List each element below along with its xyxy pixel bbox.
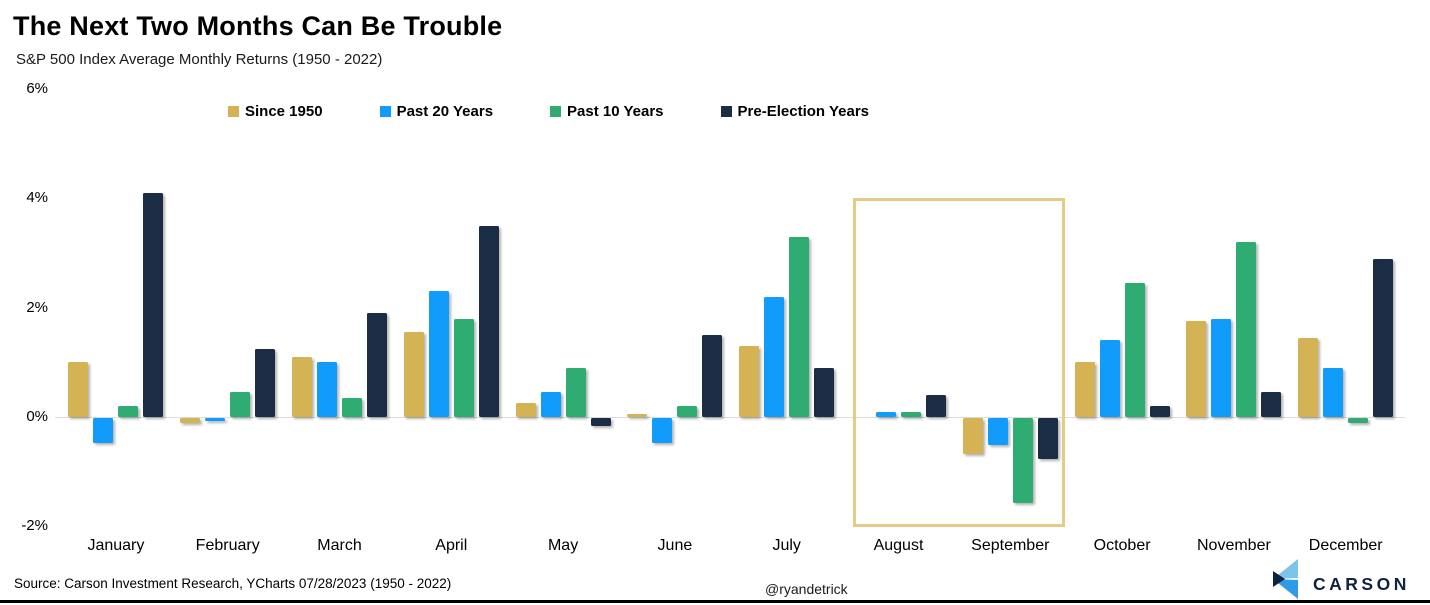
bottom-border (0, 600, 1430, 603)
bar-past-20-years (1211, 318, 1232, 417)
bar-pre-election-years (590, 418, 611, 427)
chart-subtitle: S&P 500 Index Average Monthly Returns (1… (16, 51, 383, 68)
bar-pre-election-years (814, 367, 835, 417)
bar-past-20-years (652, 418, 673, 443)
month-label: August (873, 537, 924, 554)
legend-swatch-past-20-years (379, 106, 391, 117)
bar-past-10-years (1012, 418, 1033, 503)
bar-pre-election-years (1261, 392, 1282, 417)
legend-item-pre-election-years: Pre-Election Years (720, 103, 869, 120)
highlight-box (852, 198, 1066, 527)
bar-past-10-years (901, 411, 921, 417)
bar-past-10-years (118, 406, 139, 417)
zero-gridline (55, 417, 1405, 418)
bar-since-1950 (180, 418, 201, 424)
y-axis-tick: 2% (26, 298, 48, 316)
bar-since-1950 (68, 362, 89, 417)
bar-past-20-years (93, 418, 114, 443)
bar-pre-election-years (478, 225, 499, 417)
bar-past-20-years (876, 411, 896, 417)
bar-since-1950 (1186, 321, 1207, 417)
bar-past-10-years (1236, 242, 1257, 417)
source-note: Source: Carson Investment Research, YCha… (14, 576, 452, 591)
bar-past-20-years (205, 418, 226, 421)
bar-pre-election-years (255, 348, 276, 417)
month-label: March (317, 537, 362, 554)
bar-past-20-years (317, 362, 337, 417)
month-label: December (1308, 537, 1383, 554)
legend-item-past-10-years: Past 10 Years (550, 103, 664, 120)
bar-pre-election-years (367, 313, 387, 417)
bar-past-20-years (987, 418, 1008, 446)
bar-pre-election-years (1149, 406, 1170, 417)
y-axis-tick: 6% (26, 80, 48, 98)
bar-since-1950 (1298, 337, 1319, 417)
bar-since-1950 (739, 345, 760, 417)
bar-since-1950 (515, 403, 536, 417)
bar-past-10-years (230, 392, 251, 417)
month-label: September (971, 537, 1050, 554)
bar-past-20-years (540, 392, 561, 417)
month-label: January (87, 537, 145, 554)
legend-swatch-since-1950 (228, 106, 239, 117)
twitter-handle: @ryandetrick (765, 581, 848, 597)
month-label: May (547, 537, 579, 554)
bar-since-1950 (627, 414, 648, 417)
bar-past-20-years (428, 291, 449, 417)
bar-pre-election-years (1373, 258, 1394, 417)
month-label: October (1093, 537, 1151, 554)
bar-since-1950 (1074, 362, 1095, 417)
month-label: February (195, 537, 260, 554)
bar-past-20-years (1323, 367, 1344, 417)
bar-since-1950 (292, 356, 312, 417)
legend-swatch-past-10-years (550, 106, 562, 117)
y-axis-tick: 4% (26, 189, 48, 207)
legend-item-past-20-years: Past 20 Years (379, 103, 494, 120)
bar-past-10-years (677, 406, 698, 417)
carson-logo-text: CARSON (1313, 573, 1410, 594)
bar-past-10-years (1348, 418, 1369, 424)
month-label: June (657, 537, 693, 554)
carson-logo: CARSON (1272, 559, 1410, 599)
y-axis-tick: 0% (26, 408, 48, 425)
bar-pre-election-years (1037, 418, 1058, 459)
bar-pre-election-years (143, 192, 164, 417)
month-label: July (772, 537, 801, 554)
bar-past-10-years (1124, 283, 1145, 417)
month-label: April (435, 537, 468, 554)
legend-label: Pre-Election Years (737, 103, 869, 120)
bar-past-20-years (1099, 340, 1120, 417)
bar-past-10-years (565, 367, 586, 417)
bar-past-20-years (764, 296, 785, 417)
bar-pre-election-years (702, 335, 723, 417)
legend-item-since-1950: Since 1950 (228, 103, 323, 120)
bar-past-10-years (453, 318, 474, 417)
bar-pre-election-years (926, 395, 946, 417)
chart-legend: Since 1950 Past 20 Years Past 10 Years Pre-… (228, 103, 869, 120)
y-axis-tick: -2% (21, 517, 48, 535)
bar-past-10-years (789, 236, 810, 417)
carson-chevron-icon (1273, 559, 1298, 599)
bar-past-10-years (342, 397, 362, 417)
legend-swatch-pre-election-years (720, 106, 732, 117)
bar-since-1950 (962, 418, 983, 454)
legend-label: Past 10 Years (567, 103, 664, 120)
legend-label: Since 1950 (245, 103, 323, 120)
month-label: November (1196, 537, 1271, 554)
page-title: The Next Two Months Can Be Trouble (13, 11, 503, 41)
bar-since-1950 (403, 332, 424, 417)
legend-label: Past 20 Years (396, 103, 494, 120)
